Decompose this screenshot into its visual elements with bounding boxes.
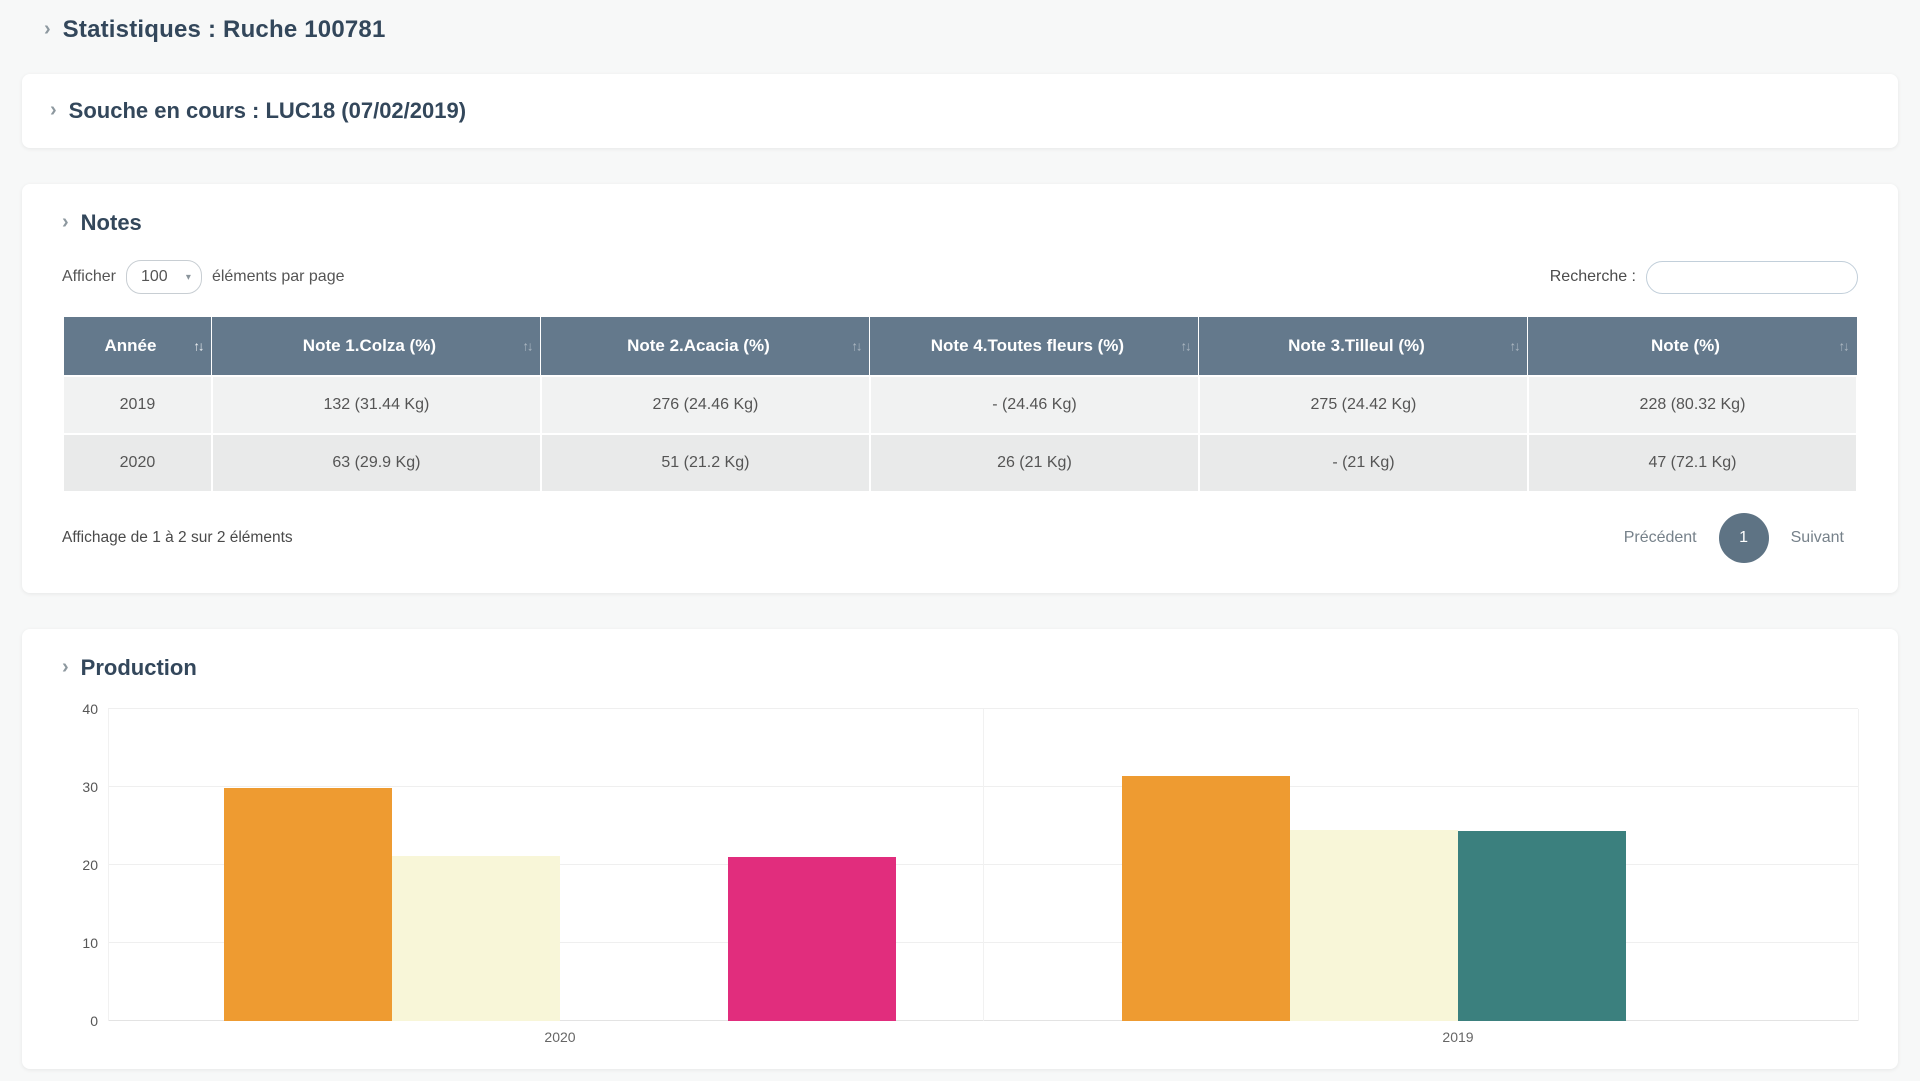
y-tick-label: 40 (82, 701, 98, 717)
bar-note-1-colza-kg- (1122, 775, 1290, 1021)
notes-table: Année ↑↓ Note 1.Colza (%) ↑↓ Note 2.Acacia… (62, 316, 1859, 493)
cell-colza: 63 (29.9 Kg) (210, 433, 542, 493)
vertical-gridline (108, 709, 109, 1021)
column-header-note[interactable]: Note (%) ↑↓ (1527, 316, 1858, 377)
column-header-toutes-fleurs[interactable]: Note 4.Toutes fleurs (%) ↑↓ (869, 316, 1200, 377)
bar-note-4-toutes-fleurs-kg- (728, 857, 896, 1021)
sort-icon: ↑↓ (851, 338, 862, 354)
vertical-gridline (983, 709, 984, 1021)
next-page-button[interactable]: Suivant (1790, 529, 1844, 546)
production-chart: 0 10 20 30 40 2020 2019 (62, 701, 1859, 1051)
x-tick-label: 2019 (1442, 1029, 1474, 1045)
souche-title: Souche en cours : LUC18 (07/02/2019) (68, 98, 467, 123)
search-control: Recherche : (1549, 260, 1858, 294)
search-input[interactable] (1646, 260, 1858, 294)
cell-toutes-fleurs: 26 (21 Kg) (868, 433, 1200, 493)
production-panel: › Production 0 10 20 30 40 2020 2019 (22, 629, 1898, 1069)
souche-panel: › Souche en cours : LUC18 (07/02/2019) (22, 74, 1898, 148)
x-tick-label: 2020 (544, 1029, 576, 1045)
production-panel-header[interactable]: › Production (62, 655, 1858, 681)
column-header-acacia[interactable]: Note 2.Acacia (%) ↑↓ (540, 316, 871, 377)
souche-panel-header[interactable]: › Souche en cours : LUC18 (07/02/2019) (50, 98, 1870, 124)
vertical-gridline (1858, 709, 1859, 1021)
sort-icon: ↑↓ (522, 338, 533, 354)
column-header-annee[interactable]: Année ↑↓ (62, 316, 213, 377)
sort-icon: ↑↓ (1838, 338, 1850, 354)
gridline (108, 708, 1858, 709)
previous-page-button[interactable]: Précédent (1623, 529, 1697, 546)
page-header: › Statistiques : Ruche 100781 (0, 0, 1920, 44)
production-title: Production (80, 655, 197, 680)
table-row: 2020 63 (29.9 Kg) 51 (21.2 Kg) 26 (21 Kg… (62, 433, 1859, 493)
y-tick-label: 0 (90, 1013, 98, 1029)
cell-tilleul: 275 (24.42 Kg) (1197, 375, 1529, 435)
length-prefix-label: Afficher (62, 268, 116, 285)
page-title: Statistiques : Ruche 100781 (62, 16, 386, 43)
chart-x-axis: 2020 2019 (108, 1021, 1858, 1051)
cell-toutes-fleurs: - (24.46 Kg) (868, 375, 1200, 435)
sort-icon: ↑↓ (193, 338, 204, 354)
table-controls: Afficher 100 ▾ éléments par page Recherc… (62, 260, 1858, 294)
page-length-select[interactable]: 100 ▾ (125, 260, 202, 294)
sort-icon: ↑↓ (1180, 338, 1191, 354)
cell-colza: 132 (31.44 Kg) (210, 375, 542, 435)
search-label: Recherche : (1549, 268, 1636, 285)
table-footer: Affichage de 1 à 2 sur 2 éléments Précéd… (62, 513, 1858, 563)
page-length-control: Afficher 100 ▾ éléments par page (62, 260, 344, 294)
y-tick-label: 10 (82, 935, 98, 951)
chart-y-axis: 0 10 20 30 40 (62, 701, 108, 1029)
column-header-tilleul[interactable]: Note 3.Tilleul (%) ↑↓ (1198, 316, 1529, 377)
cell-acacia: 51 (21.2 Kg) (539, 433, 871, 493)
current-page-button[interactable]: 1 (1718, 513, 1769, 563)
length-suffix-label: éléments par page (211, 268, 345, 285)
notes-panel: › Notes Afficher 100 ▾ éléments par page… (22, 184, 1898, 593)
table-info: Affichage de 1 à 2 sur 2 éléments (62, 529, 293, 546)
bar-note-2-acacia-kg- (392, 855, 560, 1021)
bar-note-2-acacia-kg- (1290, 830, 1458, 1021)
cell-note: 228 (80.32 Kg) (1526, 375, 1859, 435)
notes-panel-header[interactable]: › Notes (62, 210, 1858, 236)
table-header-row: Année ↑↓ Note 1.Colza (%) ↑↓ Note 2.Acacia… (62, 316, 1858, 377)
cell-annee: 2019 (62, 375, 213, 435)
pagination: Précédent 1 Suivant (1610, 513, 1858, 563)
chevron-right-icon[interactable]: › (44, 17, 51, 40)
chart-plot (108, 708, 1859, 1021)
column-header-colza[interactable]: Note 1.Colza (%) ↑↓ (211, 316, 542, 377)
table-row: 2019 132 (31.44 Kg) 276 (24.46 Kg) - (24… (62, 375, 1859, 435)
caret-down-icon: ▾ (185, 271, 191, 283)
y-tick-label: 30 (82, 779, 98, 795)
cell-note: 47 (72.1 Kg) (1526, 433, 1859, 493)
chevron-right-icon: › (62, 210, 69, 233)
chevron-right-icon: › (50, 98, 57, 121)
bar-note-3-tilleul-kg- (1458, 830, 1626, 1021)
y-tick-label: 20 (82, 857, 98, 873)
page-length-value: 100 (140, 268, 168, 285)
notes-title: Notes (80, 210, 142, 235)
cell-annee: 2020 (62, 433, 213, 493)
bar-note-1-colza-kg- (224, 787, 392, 1021)
sort-icon: ↑↓ (1509, 338, 1520, 354)
cell-tilleul: - (21 Kg) (1197, 433, 1529, 493)
cell-acacia: 276 (24.46 Kg) (539, 375, 871, 435)
chevron-right-icon: › (62, 655, 69, 678)
